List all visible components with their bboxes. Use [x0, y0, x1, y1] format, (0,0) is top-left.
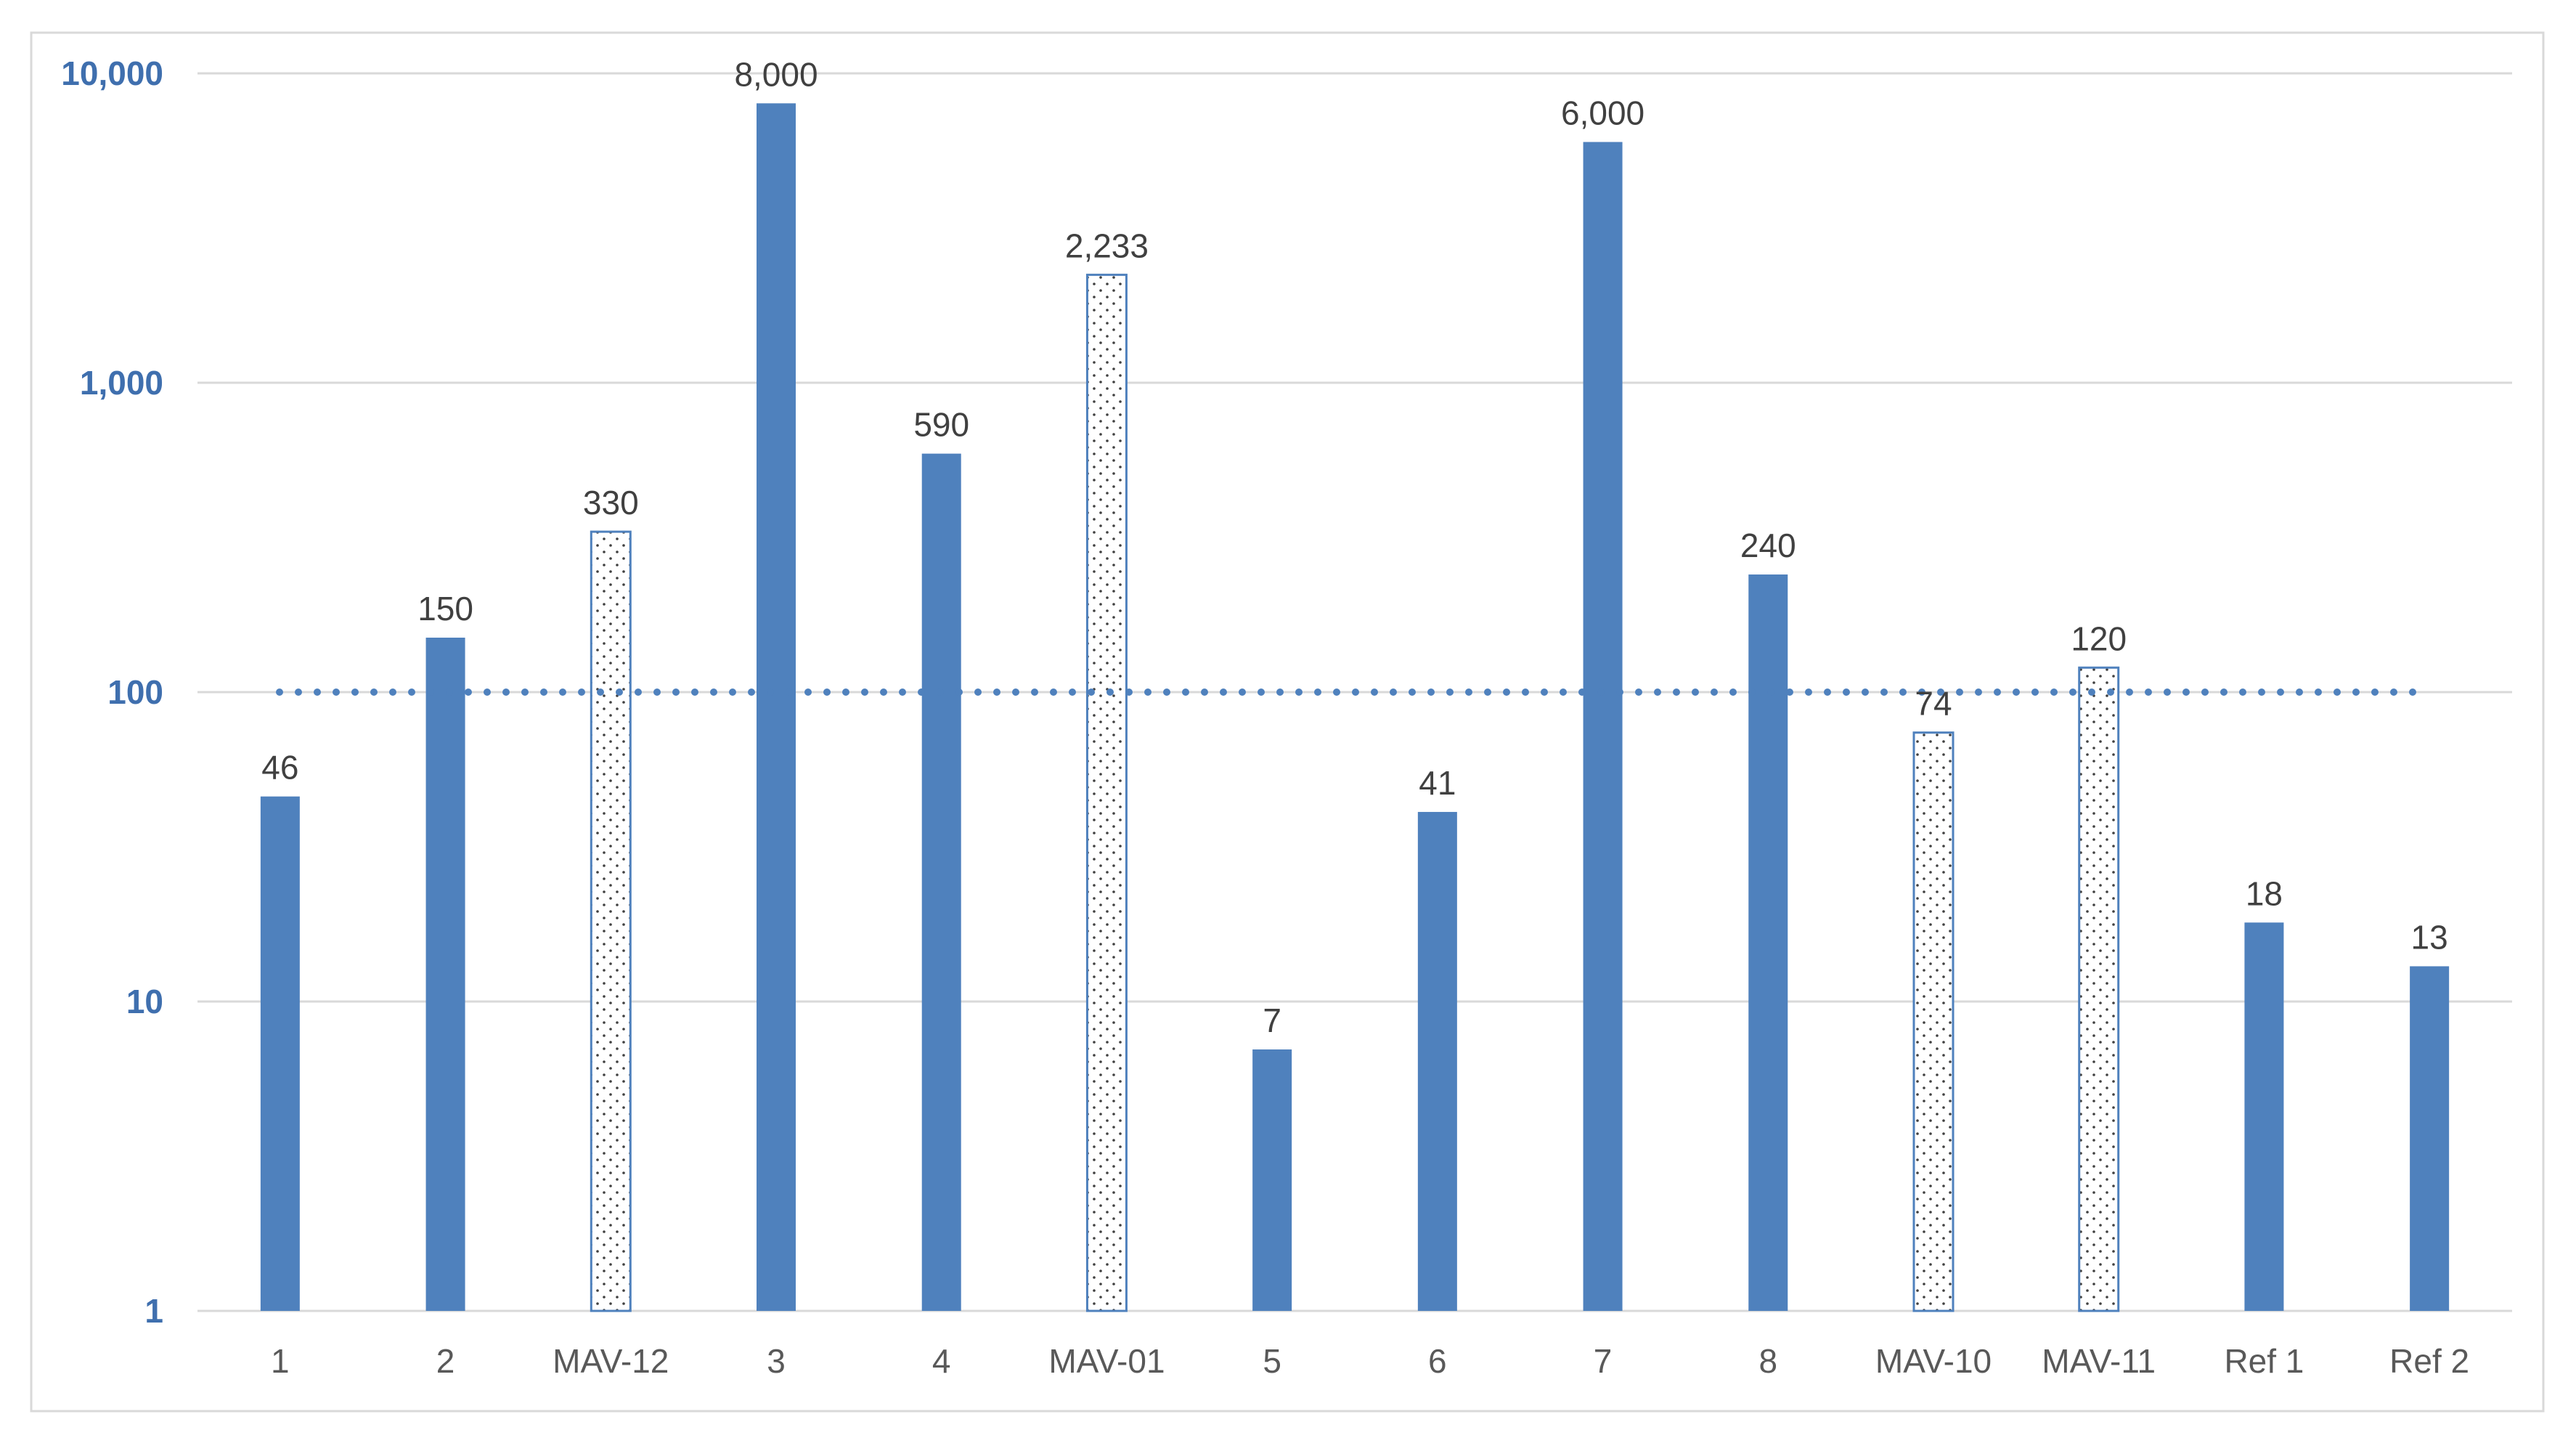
x-tick-label: 2 — [436, 1342, 455, 1380]
bar — [2410, 966, 2450, 1311]
x-tick-label: Ref 2 — [2389, 1342, 2469, 1380]
bar-dotted — [1085, 273, 1128, 1312]
data-label: 240 — [1740, 527, 1796, 564]
x-tick-label: 1 — [271, 1342, 290, 1380]
bar — [757, 103, 796, 1311]
bar — [1252, 1049, 1292, 1311]
bar-dotted — [1912, 731, 1955, 1312]
bar — [1748, 574, 1788, 1311]
x-tick-label: MAV-10 — [1875, 1342, 1992, 1380]
x-axis-ticks: 1 2 MAV-12 3 4 MAV-01 5 6 7 8 MAV-10 MAV-11 Ref 1 Ref… — [271, 1342, 2469, 1380]
data-label: 13 — [2411, 918, 2448, 956]
x-tick-label: MAV-11 — [2042, 1342, 2156, 1380]
data-label: 6,000 — [1561, 94, 1644, 132]
data-label: 8,000 — [734, 55, 818, 93]
data-label: 46 — [261, 749, 298, 787]
bar — [1417, 811, 1457, 1311]
bar — [425, 637, 465, 1311]
y-tick-label: 100 — [107, 673, 163, 711]
x-tick-label: MAV-01 — [1048, 1342, 1165, 1380]
x-tick-label: 4 — [932, 1342, 951, 1380]
bar — [2244, 922, 2284, 1311]
data-label: 41 — [1419, 764, 1456, 802]
bar — [260, 796, 300, 1311]
data-label: 120 — [2071, 620, 2127, 657]
y-axis-ticks: 1 10 100 1,000 10,000 — [61, 54, 163, 1330]
bar — [1583, 142, 1623, 1311]
data-label: 150 — [417, 590, 473, 627]
x-tick-label: 8 — [1758, 1342, 1777, 1380]
x-tick-label: 3 — [767, 1342, 786, 1380]
y-tick-label: 1,000 — [80, 364, 163, 402]
bar — [921, 453, 961, 1311]
x-tick-label: 5 — [1263, 1342, 1281, 1380]
data-label: 74 — [1915, 685, 1952, 723]
data-label: 2,233 — [1065, 227, 1149, 264]
x-tick-label: 6 — [1428, 1342, 1447, 1380]
data-label: 590 — [913, 406, 969, 444]
x-tick-label: 7 — [1594, 1342, 1613, 1380]
y-tick-label: 10 — [126, 983, 163, 1020]
x-tick-label: MAV-12 — [553, 1342, 669, 1380]
data-label: 18 — [2246, 874, 2283, 912]
y-tick-label: 10,000 — [61, 54, 163, 92]
data-label: 7 — [1263, 1002, 1281, 1039]
bar-dotted — [2078, 666, 2120, 1312]
data-label: 330 — [583, 484, 639, 521]
x-tick-label: Ref 1 — [2224, 1342, 2304, 1380]
y-tick-label: 1 — [144, 1292, 163, 1330]
bar-dotted — [590, 530, 632, 1312]
bars — [260, 103, 2450, 1312]
data-labels: 46 150 330 8,000 590 2,233 7 41 6,000 240 74 120 18 1… — [261, 55, 2447, 1039]
